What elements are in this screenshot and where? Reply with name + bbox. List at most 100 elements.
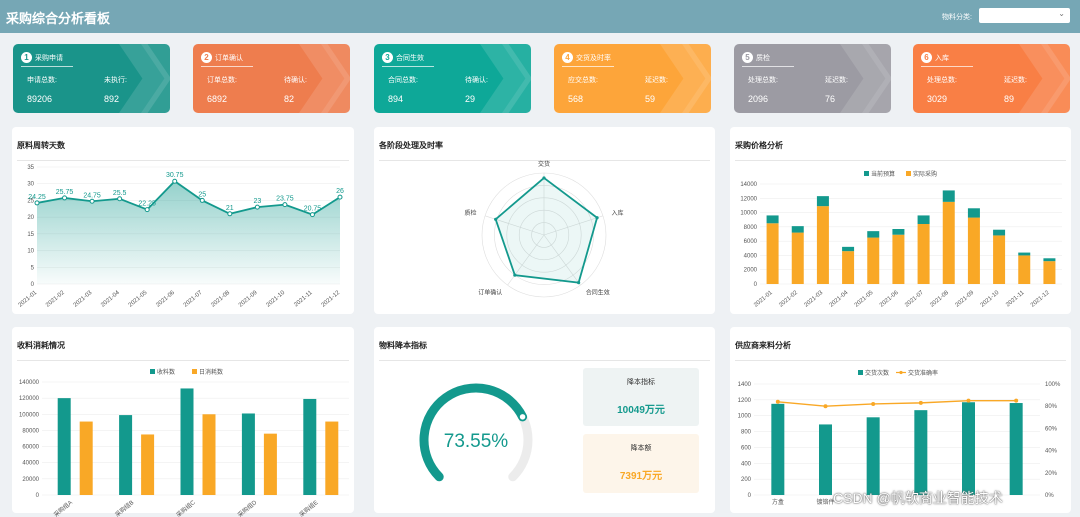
radar-axis-label: 交货 [538, 160, 550, 168]
legend-swatch [150, 369, 155, 374]
bar [241, 413, 255, 495]
y-tick-label: 15 [27, 232, 34, 238]
legend-label: 交货准确率 [908, 369, 938, 377]
data-label: 22.25 [138, 201, 156, 208]
y-tick-label: 20 [27, 215, 34, 221]
bar [866, 417, 880, 495]
kpi-card[interactable]: 6 入库 处理总数: 延迟数: 3029 89 [913, 44, 1070, 113]
box-label: 降本额 [630, 445, 652, 452]
kpi-value-total: 3029 [927, 94, 948, 104]
bar [766, 215, 779, 224]
gauge-value: 73.55% [444, 431, 509, 452]
bar [79, 421, 93, 495]
data-point [775, 399, 780, 404]
kpi-card[interactable]: 1 采购申请 申请总数: 未执行: 89206 892 [13, 44, 170, 113]
data-point [254, 204, 260, 210]
radar-axis-label: 质检 [464, 209, 476, 217]
panel-title: 收料消耗情况 [17, 341, 65, 350]
y2-tick-label: 60% [1045, 426, 1058, 432]
bar [119, 415, 133, 495]
x-tick-label: 2021-10 [265, 290, 286, 309]
y-tick-label: 25 [27, 198, 34, 204]
y-tick-label: 40000 [22, 461, 39, 467]
x-tick-label: 2021-04 [829, 290, 850, 309]
divider [17, 160, 349, 161]
data-point [227, 211, 233, 217]
costdown-gauge: 73.55% [419, 383, 533, 482]
kpi-value-total: 2096 [748, 94, 769, 104]
bar [892, 234, 905, 284]
bar [791, 226, 804, 233]
kpi-card[interactable]: 2 订单确认 订单总数: 待确认: 6892 82 [193, 44, 350, 113]
y-tick-label: 10 [27, 249, 34, 255]
bar [917, 224, 930, 284]
bar [766, 223, 779, 284]
data-point [199, 197, 205, 203]
data-point [871, 401, 876, 406]
kpi-title: 订单确认 [215, 55, 243, 62]
bar [180, 388, 194, 495]
y-tick-label: 35 [27, 165, 34, 171]
x-tick-label: 2021-11 [293, 290, 314, 309]
step-number-badge: 1 [21, 52, 32, 63]
y-tick-label: 0 [36, 493, 40, 499]
supplier-chart: 0 200 400 600 800 1000 1200 1400 0% 20% 40% 60% 80% 1… [738, 369, 1061, 506]
y-tick-label: 400 [741, 461, 752, 467]
x-tick-label: 2021-08 [210, 290, 231, 309]
data-point [117, 196, 123, 202]
radar-point [577, 281, 581, 285]
y-tick-label: 20000 [22, 477, 39, 483]
radar-axis-label: 合同生效 [586, 288, 610, 296]
y-tick-label: 140000 [19, 380, 40, 386]
kpi-value-total: 6892 [207, 94, 228, 104]
y2-tick-label: 0% [1045, 493, 1054, 499]
panel-turnover: 原料周转天数 0 5 10 15 20 25 30 35 24.25 25.75 24.75 25.5… [12, 127, 354, 314]
y-tick-label: 2000 [744, 268, 758, 274]
panel-price: 采购价格分析 0 2000 4000 6000 8000 10000 12000 14000 当… [730, 127, 1071, 314]
kpi-value-total: 89206 [27, 94, 53, 104]
y-tick-label: 4000 [744, 253, 758, 259]
radar-spoke [543, 215, 604, 236]
bar [967, 217, 980, 284]
kpi-value-total: 894 [388, 94, 404, 104]
bar [867, 237, 880, 284]
y-tick-label: 5 [31, 265, 35, 271]
step-number-badge: 3 [382, 52, 393, 63]
y-tick-label: 30 [27, 182, 34, 188]
kpi-label-total: 应交总数: [568, 77, 598, 84]
legend-swatch [858, 370, 863, 375]
x-tick-label: 方盒 [772, 498, 784, 506]
x-tick-label: 2021-02 [778, 290, 799, 309]
radar-point [494, 217, 498, 221]
kpi-card[interactable]: 3 合同生效 合同总数: 待确认: 894 29 [374, 44, 531, 113]
data-point [34, 200, 40, 206]
panel-supplier: 供应商来料分析 0 200 400 600 800 1000 1200 1400 0% 20% 40… [730, 327, 1071, 513]
y-tick-label: 14000 [740, 182, 757, 188]
kpi-card[interactable]: 4 交货及时率 应交总数: 延迟数: 568 59 [554, 44, 711, 113]
x-tick-label: 2021-10 [980, 290, 1001, 309]
y-tick-label: 6000 [744, 239, 758, 245]
x-tick-label: 2021-01 [18, 290, 39, 309]
amount-box: 降本额 7391万元 [583, 434, 699, 493]
y-tick-label: 100000 [19, 412, 40, 418]
y2-tick-label: 40% [1045, 449, 1058, 455]
bar [771, 403, 785, 495]
watermark: CSDN @帆软商业智能技术 [833, 490, 1003, 506]
data-label: 25.75 [56, 189, 74, 196]
divider [735, 160, 1066, 161]
x-tick-label: 2021-12 [1030, 290, 1051, 309]
kpi-value-pending: 29 [465, 94, 476, 104]
y2-tick-label: 20% [1045, 471, 1058, 477]
data-label: 20.75 [304, 206, 322, 213]
bar [325, 421, 339, 495]
filter-label: 物料分类: [942, 14, 972, 21]
kpi-label-pending: 待确认: [284, 77, 307, 84]
material-category-select[interactable]: ⌄ [979, 8, 1070, 23]
kpi-card[interactable]: 5 质检 处理总数: 延迟数: 2096 76 [734, 44, 891, 113]
x-tick-label: 2021-08 [929, 290, 950, 309]
bar [993, 235, 1006, 284]
x-tick-label: 采购组C [175, 498, 198, 517]
y-tick-label: 1400 [738, 382, 752, 388]
y2-tick-label: 100% [1045, 382, 1061, 388]
x-tick-label: 2021-12 [321, 290, 342, 309]
